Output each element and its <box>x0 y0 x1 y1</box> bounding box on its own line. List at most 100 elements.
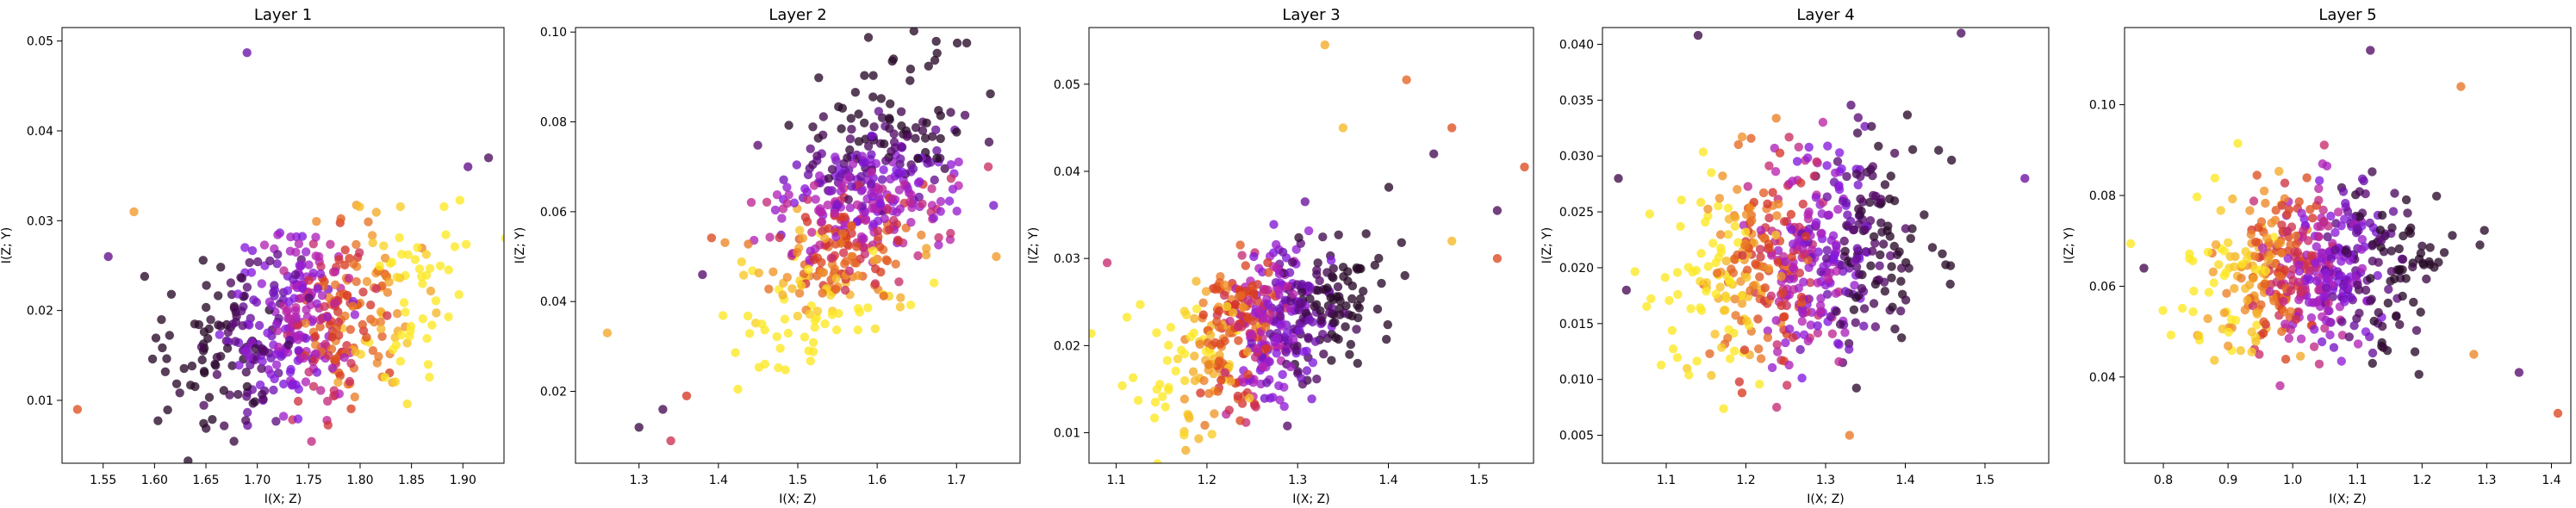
data-point <box>1885 232 1895 241</box>
data-point <box>867 179 876 189</box>
data-point <box>2237 273 2246 283</box>
data-point <box>813 133 823 143</box>
data-point <box>1117 381 1127 391</box>
data-point <box>2320 324 2330 333</box>
data-point <box>1224 406 1235 415</box>
data-point <box>847 182 856 191</box>
x-tick-label: 1.1 <box>2348 474 2367 487</box>
data-point <box>891 259 900 269</box>
data-point <box>253 257 263 267</box>
data-point <box>1755 380 1764 389</box>
data-point <box>844 172 854 182</box>
data-point <box>278 412 289 421</box>
data-point <box>1274 381 1284 391</box>
data-point <box>358 288 368 297</box>
data-point <box>1313 258 1322 268</box>
data-point <box>1724 325 1733 334</box>
data-point <box>1194 434 1204 443</box>
data-point <box>1851 293 1861 302</box>
data-point <box>806 144 815 153</box>
data-point <box>291 247 301 257</box>
data-point <box>2279 296 2288 307</box>
data-point <box>199 418 208 428</box>
plot-frame <box>2124 27 2572 464</box>
data-point <box>1206 330 1216 340</box>
data-point <box>2319 292 2329 301</box>
data-point <box>1858 197 1868 207</box>
scatter-points <box>1614 28 2030 440</box>
data-point <box>1927 243 1938 252</box>
data-point <box>297 283 308 294</box>
data-point <box>1724 275 1734 285</box>
data-point <box>1723 333 1733 343</box>
data-point <box>681 391 692 400</box>
data-point <box>1816 294 1826 303</box>
data-point <box>1745 286 1755 295</box>
data-point <box>271 319 282 329</box>
data-point <box>1160 402 1170 412</box>
data-point <box>165 331 174 340</box>
data-point <box>2365 332 2374 342</box>
x-tick-label: 0.8 <box>2154 474 2173 487</box>
data-point <box>362 276 372 287</box>
y-tick-label: 0.025 <box>1559 206 1594 220</box>
data-point <box>1815 307 1826 316</box>
data-point <box>395 356 406 366</box>
data-point <box>1347 311 1357 321</box>
data-point <box>2219 308 2229 318</box>
data-point <box>1684 370 1694 380</box>
data-point <box>1304 334 1313 344</box>
data-point <box>1751 259 1760 269</box>
data-point <box>886 99 895 108</box>
data-point <box>1742 272 1752 282</box>
data-point <box>882 256 893 266</box>
data-point <box>2398 255 2408 264</box>
data-point <box>1783 381 1792 390</box>
data-point <box>840 285 850 295</box>
y-tick-label: 0.01 <box>27 394 53 408</box>
x-tick-label: 0.9 <box>2218 474 2237 487</box>
data-point <box>807 227 817 237</box>
data-point <box>2245 280 2255 289</box>
data-point <box>932 146 942 156</box>
data-point <box>332 323 341 332</box>
data-point <box>175 388 184 398</box>
data-point <box>1788 177 1797 186</box>
scatter-points <box>1089 40 1529 463</box>
data-point <box>355 248 364 257</box>
data-point <box>2314 359 2324 369</box>
data-point <box>1764 263 1774 274</box>
y-tick-label: 0.005 <box>1559 430 1594 443</box>
data-point <box>1260 285 1270 294</box>
data-point <box>837 239 846 248</box>
data-point <box>775 344 785 353</box>
data-point <box>1770 167 1781 177</box>
data-point <box>1764 161 1774 170</box>
data-point <box>1708 239 1718 248</box>
data-point <box>402 399 412 409</box>
data-point <box>348 301 358 311</box>
data-point <box>948 184 958 194</box>
data-point <box>1776 300 1786 311</box>
data-point <box>1327 356 1336 365</box>
data-point <box>339 353 349 362</box>
data-point <box>1305 294 1315 304</box>
data-point <box>764 284 774 294</box>
x-tick-label: 1.4 <box>709 474 728 487</box>
data-point <box>414 264 425 274</box>
data-point <box>1731 213 1740 222</box>
data-point <box>1190 375 1200 386</box>
data-point <box>2252 170 2262 180</box>
data-point <box>1672 268 1683 277</box>
data-point <box>264 365 273 375</box>
data-point <box>754 362 764 372</box>
data-point <box>326 239 335 249</box>
x-tick-label: 1.4 <box>1895 474 1914 487</box>
panel-layer-4: 1.1 1.2 1.3 1.4 1.5 0.005 0.010 0.015 0.020 0.025… <box>1540 6 2050 506</box>
data-point <box>2378 321 2387 331</box>
data-point <box>2334 208 2343 217</box>
data-point <box>236 273 246 282</box>
data-point <box>844 266 855 276</box>
data-point <box>871 264 880 274</box>
data-point <box>2330 245 2340 255</box>
